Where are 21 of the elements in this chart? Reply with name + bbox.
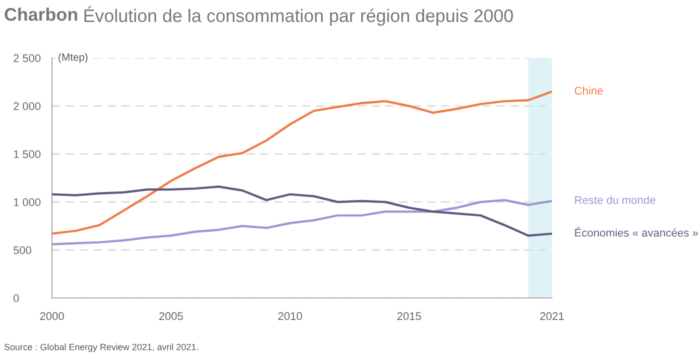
line-series bbox=[52, 198, 552, 246]
x-tick-label: 2015 bbox=[397, 312, 422, 320]
chart-subtitle: Évolution de la consommation par région depuis 2000 bbox=[84, 6, 513, 26]
y-tick-label: 2 000 bbox=[14, 102, 40, 110]
text: Chine bbox=[574, 86, 603, 95]
y-axis-title: (Mtep) bbox=[58, 53, 88, 63]
x-tick-label: 2000 bbox=[40, 312, 64, 320]
y-tick-label: 0 bbox=[14, 294, 19, 302]
source-note: Source : Global Energy Review 2021, avril 2021. bbox=[4, 344, 198, 352]
y-tick-label: 2 500 bbox=[14, 54, 40, 62]
y-tick-label: 1 000 bbox=[14, 198, 40, 206]
y-tick-label: 500 bbox=[14, 246, 32, 254]
x-tick-label: 2005 bbox=[159, 312, 183, 320]
x-tick-label: 2010 bbox=[278, 312, 302, 320]
text: Reste du monde bbox=[575, 196, 656, 204]
x-tick-label: 2021 bbox=[540, 312, 564, 320]
line-series bbox=[52, 186, 552, 237]
chart-title: Charbon bbox=[4, 8, 78, 21]
line-series bbox=[52, 90, 552, 235]
text: Économies « avancées » bbox=[575, 226, 698, 237]
y-tick-label: 1 500 bbox=[14, 150, 40, 158]
